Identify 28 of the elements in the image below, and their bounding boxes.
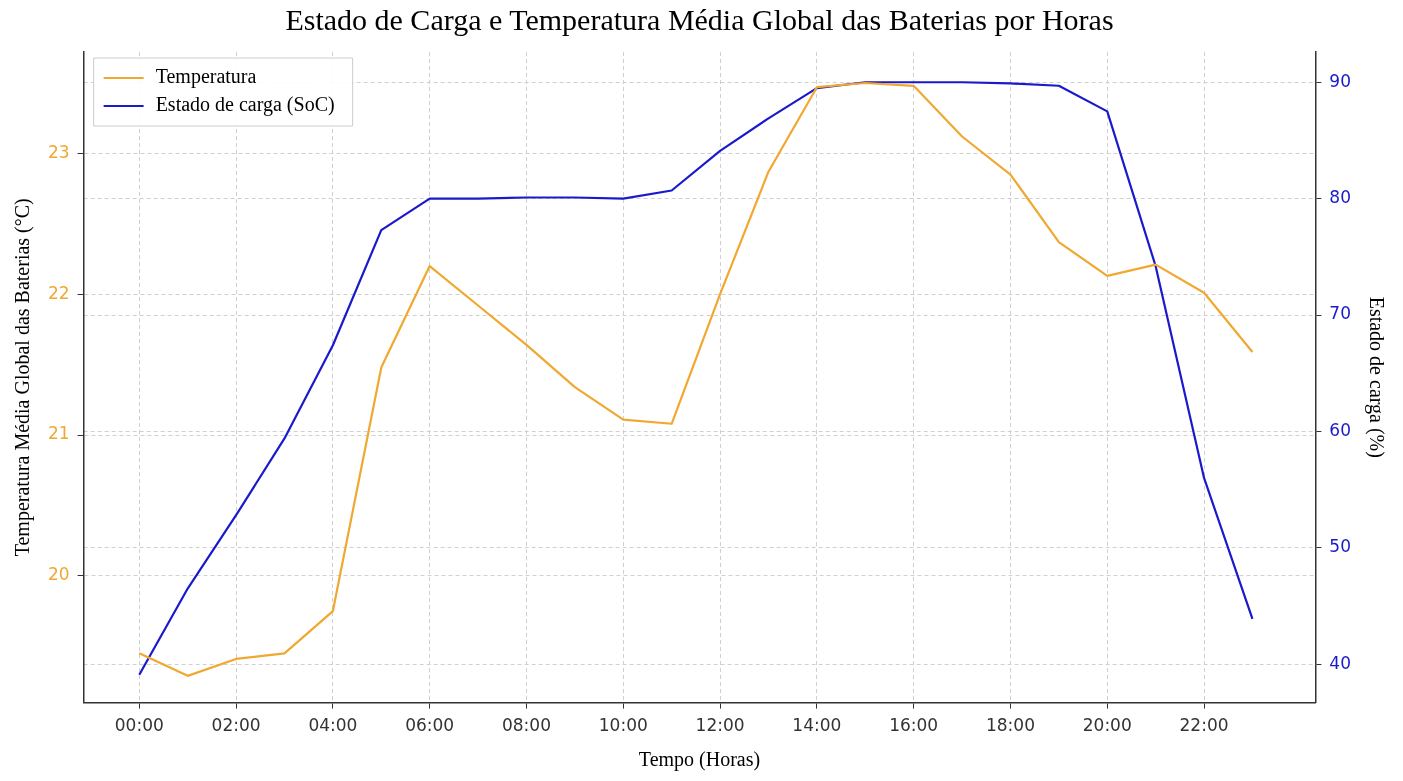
y2-tick-label: 50 <box>1329 536 1352 557</box>
chart-title: Estado de Carga e Temperatura Média Global das Baterias por Horas <box>285 2 1114 36</box>
x-tick-label: 20:00 <box>1082 715 1132 736</box>
y2-tick-label: 60 <box>1329 419 1352 440</box>
x-tick-label: 00:00 <box>114 715 164 736</box>
y2-tick-label: 80 <box>1329 187 1352 208</box>
x-tick-label: 14:00 <box>792 715 842 736</box>
legend-label: Temperatura <box>155 65 257 89</box>
y2-axis-title: Estado de carga (%) <box>1364 296 1388 458</box>
y-tick-label: 22 <box>47 282 70 303</box>
x-tick-label: 18:00 <box>985 715 1035 736</box>
x-tick-label: 08:00 <box>501 715 551 736</box>
y2-tick-label: 70 <box>1329 303 1352 324</box>
y2-tick-label: 90 <box>1329 70 1352 91</box>
y-axis-title: Temperatura Média Global das Baterias (°C) <box>11 198 35 557</box>
x-tick-label: 16:00 <box>889 715 939 736</box>
x-axis-title: Tempo (Horas) <box>638 748 761 772</box>
y-tick-label: 21 <box>47 423 70 444</box>
x-tick-label: 12:00 <box>695 715 745 736</box>
x-tick-label: 22:00 <box>1179 715 1229 736</box>
x-tick-label: 04:00 <box>308 715 358 736</box>
x-tick-label: 02:00 <box>211 715 261 736</box>
x-tick-label: 10:00 <box>598 715 648 736</box>
x-tick-label: 06:00 <box>405 715 455 736</box>
y2-tick-label: 40 <box>1329 652 1352 673</box>
y-tick-label: 20 <box>47 564 70 585</box>
legend-label: Estado de carga (SoC) <box>155 93 335 117</box>
y-tick-label: 23 <box>47 141 70 162</box>
